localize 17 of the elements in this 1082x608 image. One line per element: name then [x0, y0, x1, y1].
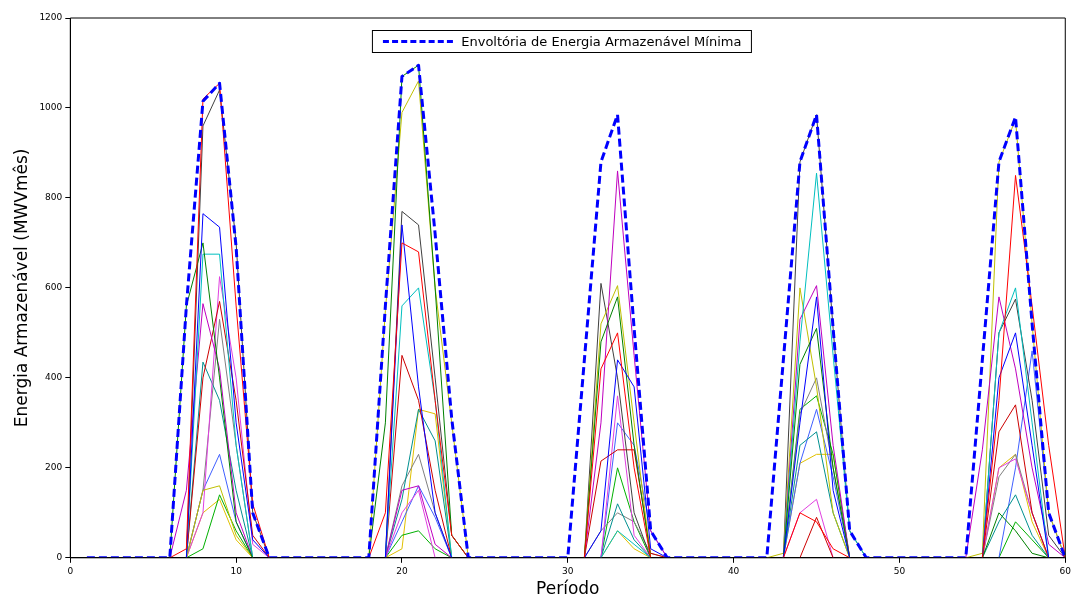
y-axis-title: Energia Armazenável (MWVmês) [10, 148, 31, 428]
x-tick-label: 40 [727, 565, 740, 576]
x-tick-label: 30 [562, 565, 574, 576]
y-tick-label: 1000 [39, 102, 63, 113]
y-tick-label: 600 [45, 282, 63, 293]
y-tick-label: 400 [45, 372, 63, 383]
y-tick-label: 800 [45, 192, 63, 203]
x-tick-label: 50 [893, 565, 906, 576]
x-tick-label: 20 [396, 565, 408, 576]
x-axis-title: Período [536, 578, 600, 599]
x-tick-label: 60 [1059, 565, 1072, 576]
y-tick-label: 0 [56, 552, 63, 563]
y-tick-label: 200 [45, 462, 63, 473]
legend-box: Envoltória de Energia Armazenável Mínima [372, 30, 753, 53]
x-tick-label: 10 [230, 565, 243, 576]
x-tick-label: 0 [67, 565, 74, 576]
y-tick-label: 1200 [39, 12, 63, 23]
